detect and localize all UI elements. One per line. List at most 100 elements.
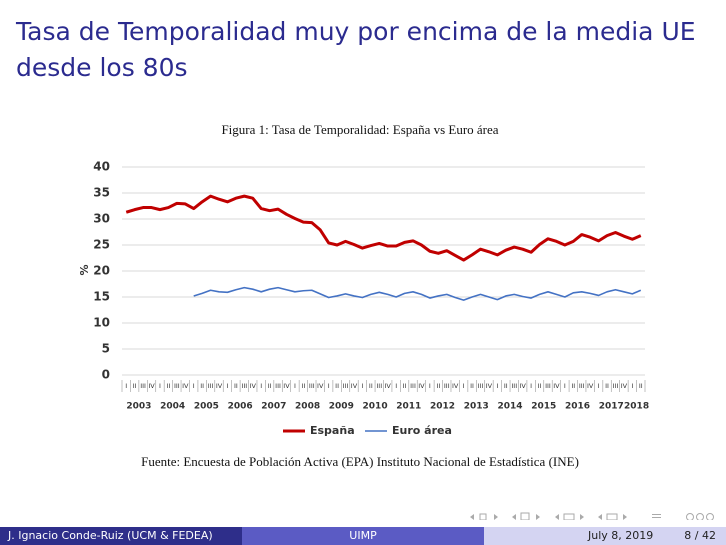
data-line (193, 286, 642, 301)
x-tick-label: IV (351, 382, 358, 390)
footer-author: J. Ignacio Conde-Ruiz (UCM & FEDEA) (0, 527, 242, 545)
x-tick-label: II (301, 382, 305, 390)
x-tick-label: II (538, 382, 542, 390)
x-tick-label: II (133, 382, 137, 390)
nav-icon (686, 513, 694, 520)
x-tick-label: III (376, 382, 382, 390)
x-tick-label: I (294, 382, 296, 390)
x-tick-label: I (125, 382, 127, 390)
x-tick-label: IV (452, 382, 459, 390)
x-tick-label: III (174, 382, 180, 390)
x-group-label: 2013 (464, 402, 489, 412)
legend-label: España (310, 424, 355, 437)
nav-icon (555, 514, 559, 520)
x-tick-label: IV (587, 382, 594, 390)
footer-page: 8 / 42 (684, 529, 716, 542)
nav-icon (652, 517, 661, 518)
nav-icon (652, 514, 661, 515)
footer-date: July 8, 2019 (588, 529, 654, 542)
chart: Figura 1: Tasa de Temporalidad: España v… (78, 122, 714, 520)
x-tick-label: I (226, 382, 228, 390)
x-group-label: 2006 (228, 402, 253, 412)
nav-icon (606, 513, 618, 520)
data-line (125, 194, 642, 262)
nav-icons (470, 512, 714, 520)
x-tick-label: IV (519, 382, 526, 390)
nav-icon (706, 513, 714, 520)
x-tick-label: III (343, 382, 349, 390)
x-tick-label: IV (317, 382, 324, 390)
y-tick-label: 35 (93, 186, 110, 200)
slide-title: Tasa de Temporalidad muy por encima de l… (16, 17, 696, 82)
x-tick-label: I (361, 382, 363, 390)
x-tick-label: II (470, 382, 474, 390)
x-group-label: 2017 (599, 402, 624, 412)
nav-icon (696, 513, 704, 520)
x-tick-label: IV (250, 382, 257, 390)
x-tick-label: II (166, 382, 170, 390)
x-tick-label: III (545, 382, 551, 390)
x-tick-label: II (436, 382, 440, 390)
x-tick-label: IV (182, 382, 189, 390)
chart-title: Figura 1: Tasa de Temporalidad: España v… (221, 122, 498, 137)
x-group-label: 2014 (498, 402, 523, 412)
x-tick-label: I (429, 382, 431, 390)
x-tick-label: I (463, 382, 465, 390)
x-group-label: 2018 (624, 402, 649, 412)
x-tick-label: II (268, 382, 272, 390)
x-tick-label: III (275, 382, 281, 390)
x-tick-label: I (631, 382, 633, 390)
x-group-label: 2007 (261, 402, 286, 412)
nav-icon (580, 514, 584, 520)
x-tick-label: I (395, 382, 397, 390)
x-tick-label: IV (621, 382, 628, 390)
y-tick-label: 20 (93, 264, 110, 278)
nav-icon (563, 513, 575, 520)
x-group-label: 2011 (396, 402, 421, 412)
x-tick-label: IV (148, 382, 155, 390)
x-group-label: 2005 (194, 402, 219, 412)
x-tick-label: III (241, 382, 247, 390)
x-tick-label: III (410, 382, 416, 390)
nav-icon (598, 514, 602, 520)
x-group-label: 2012 (430, 402, 455, 412)
x-tick-label: II (369, 382, 373, 390)
x-tick-label: IV (283, 382, 290, 390)
y-tick-label: 5 (102, 342, 110, 356)
x-tick-label: I (496, 382, 498, 390)
x-tick-label: III (511, 382, 517, 390)
x-tick-label: I (598, 382, 600, 390)
x-tick-label: III (309, 382, 315, 390)
x-tick-label: III (208, 382, 214, 390)
y-tick-label: 0 (102, 368, 110, 382)
x-tick-label: II (504, 382, 508, 390)
x-tick-label: II (200, 382, 204, 390)
x-group-label: 2004 (160, 402, 185, 412)
x-group-label: 2003 (126, 402, 151, 412)
x-tick-label: I (328, 382, 330, 390)
x-tick-label: III (579, 382, 585, 390)
nav-icon (536, 514, 540, 520)
footer-venue: UIMP (242, 527, 484, 545)
legend-label: Euro área (392, 424, 452, 437)
x-tick-label: I (193, 382, 195, 390)
x-tick-label: II (605, 382, 609, 390)
x-tick-label: II (639, 382, 643, 390)
x-tick-label: IV (553, 382, 560, 390)
x-tick-label: II (571, 382, 575, 390)
nav-icon (520, 512, 530, 520)
nav-icon (479, 513, 487, 520)
y-tick-label: 25 (93, 238, 110, 252)
footer-right: July 8, 2019 8 / 42 (484, 527, 726, 545)
x-tick-label: IV (418, 382, 425, 390)
x-tick-label: II (335, 382, 339, 390)
x-group-label: 2015 (531, 402, 556, 412)
x-tick-label: IV (385, 382, 392, 390)
x-group-label: 2010 (363, 402, 388, 412)
x-tick-label: I (564, 382, 566, 390)
y-tick-label: 30 (93, 212, 110, 226)
x-group-label: 2008 (295, 402, 320, 412)
x-tick-label: IV (216, 382, 223, 390)
chart-source: Fuente: Encuesta de Población Activa (EP… (141, 454, 579, 469)
